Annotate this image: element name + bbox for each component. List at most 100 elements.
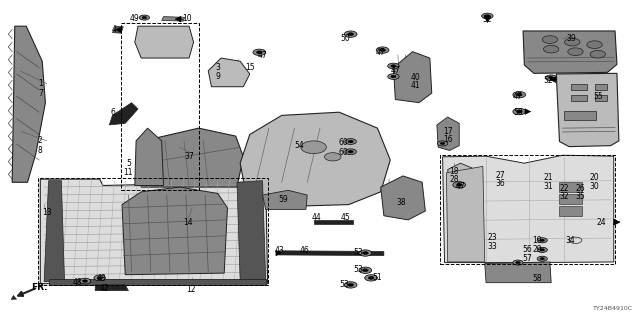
Text: 1: 1 (38, 79, 43, 88)
Text: 2: 2 (38, 136, 43, 145)
Circle shape (365, 275, 378, 281)
Bar (595, 84, 607, 90)
Text: 37: 37 (184, 152, 194, 161)
Circle shape (440, 142, 445, 145)
Circle shape (537, 256, 547, 261)
Text: 48: 48 (72, 278, 82, 287)
Text: 54: 54 (294, 141, 305, 150)
Circle shape (548, 76, 554, 79)
Text: 47: 47 (513, 92, 523, 101)
Text: 23: 23 (488, 233, 497, 242)
Circle shape (345, 149, 356, 155)
Polygon shape (381, 176, 426, 220)
Text: 32: 32 (560, 192, 570, 201)
Text: 7: 7 (38, 89, 43, 98)
Polygon shape (11, 295, 17, 300)
Polygon shape (44, 181, 65, 282)
Text: 3: 3 (216, 63, 220, 72)
Circle shape (368, 276, 374, 279)
Circle shape (453, 182, 466, 188)
Circle shape (348, 150, 353, 153)
Text: 19: 19 (532, 236, 542, 245)
Circle shape (257, 51, 262, 54)
Circle shape (97, 276, 102, 279)
Text: 11: 11 (124, 168, 133, 177)
Text: 60: 60 (338, 148, 348, 156)
Polygon shape (448, 163, 473, 188)
Text: 5: 5 (126, 159, 131, 168)
Polygon shape (484, 262, 551, 283)
Bar (564, 111, 596, 120)
Text: 26: 26 (576, 184, 586, 193)
Circle shape (537, 238, 547, 243)
Text: 53: 53 (353, 248, 363, 257)
Circle shape (345, 139, 356, 144)
Text: 18: 18 (449, 167, 459, 176)
Polygon shape (135, 128, 164, 186)
Polygon shape (559, 194, 582, 204)
Bar (440, 155, 615, 264)
Polygon shape (240, 112, 390, 206)
Circle shape (324, 153, 341, 161)
Polygon shape (559, 206, 582, 216)
Circle shape (253, 49, 266, 55)
Circle shape (590, 50, 605, 58)
Bar (571, 84, 587, 90)
Circle shape (543, 45, 559, 53)
Text: 40: 40 (411, 73, 420, 82)
Text: 45: 45 (340, 213, 351, 222)
Polygon shape (237, 181, 266, 282)
Text: 59: 59 (278, 195, 288, 204)
Text: 57: 57 (523, 254, 532, 263)
Text: 10: 10 (182, 14, 192, 23)
Text: 9: 9 (216, 72, 220, 81)
Text: 21: 21 (544, 173, 554, 182)
Polygon shape (12, 26, 45, 182)
Text: 56: 56 (523, 245, 532, 254)
Polygon shape (314, 220, 353, 224)
Text: 17: 17 (443, 127, 452, 136)
Text: 12: 12 (186, 284, 196, 293)
Circle shape (484, 15, 490, 17)
Text: 29: 29 (532, 245, 542, 254)
Text: 27: 27 (496, 171, 506, 180)
Polygon shape (95, 285, 129, 291)
Text: FR.: FR. (31, 283, 47, 292)
Text: 30: 30 (589, 182, 600, 191)
Text: 31: 31 (544, 182, 554, 191)
Circle shape (388, 74, 399, 79)
Circle shape (380, 49, 385, 52)
Circle shape (362, 269, 368, 272)
Polygon shape (162, 17, 184, 21)
Text: 39: 39 (566, 34, 576, 43)
Polygon shape (278, 251, 384, 256)
Text: 46: 46 (299, 246, 309, 255)
Text: TY24B4910C: TY24B4910C (593, 306, 633, 311)
Circle shape (359, 250, 372, 256)
Circle shape (391, 75, 396, 78)
Text: 60: 60 (338, 138, 348, 147)
Text: 47: 47 (376, 48, 385, 57)
Text: 34: 34 (566, 236, 575, 245)
Text: 36: 36 (496, 180, 506, 188)
Circle shape (438, 141, 448, 146)
Bar (121, 23, 198, 190)
Polygon shape (447, 166, 484, 262)
Text: 51: 51 (372, 273, 382, 282)
Text: 47: 47 (390, 66, 400, 75)
Circle shape (537, 247, 547, 252)
Circle shape (140, 15, 150, 20)
Circle shape (513, 92, 525, 98)
Circle shape (513, 108, 525, 115)
Polygon shape (556, 73, 619, 147)
Text: 52: 52 (483, 15, 492, 24)
Polygon shape (208, 58, 250, 87)
Polygon shape (40, 178, 268, 285)
Bar (595, 95, 607, 101)
Circle shape (344, 282, 357, 288)
Bar (571, 95, 587, 101)
Circle shape (301, 141, 326, 154)
Text: 55: 55 (593, 92, 603, 101)
Text: 33: 33 (488, 242, 497, 251)
Circle shape (142, 16, 147, 19)
